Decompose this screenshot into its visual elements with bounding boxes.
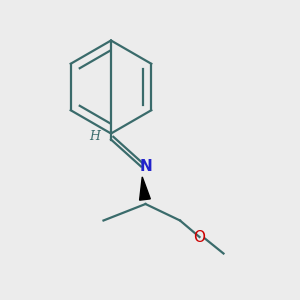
Text: N: N xyxy=(140,159,153,174)
Polygon shape xyxy=(140,177,150,200)
Text: H: H xyxy=(89,130,100,143)
Text: O: O xyxy=(194,230,206,244)
